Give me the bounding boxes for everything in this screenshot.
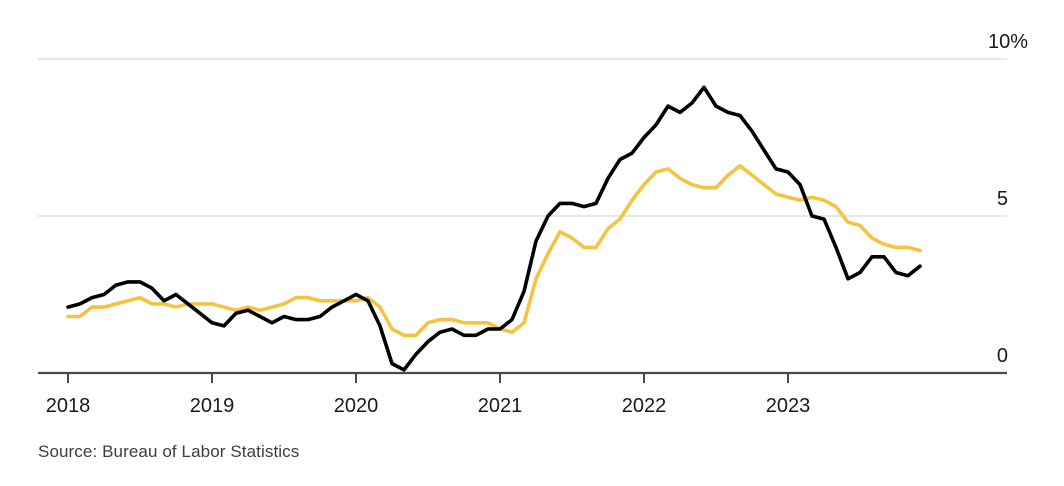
x-axis-label: 2021 bbox=[478, 395, 523, 417]
x-axis-label: 2018 bbox=[46, 395, 91, 417]
x-axis-label: 2019 bbox=[190, 395, 235, 417]
y-axis-label: 5 bbox=[997, 188, 1008, 210]
headline-cpi-yoy-line bbox=[66, 85, 922, 372]
x-axis-label: 2022 bbox=[622, 395, 667, 417]
y-axis-label: 10% bbox=[988, 31, 1028, 53]
y-axis-label: 0 bbox=[997, 345, 1008, 367]
source-note: Source: Bureau of Labor Statistics bbox=[38, 442, 300, 461]
x-axis-label: 2020 bbox=[334, 395, 379, 417]
x-axis-label: 2023 bbox=[766, 395, 811, 417]
core-cpi-yoy-line bbox=[66, 164, 922, 338]
